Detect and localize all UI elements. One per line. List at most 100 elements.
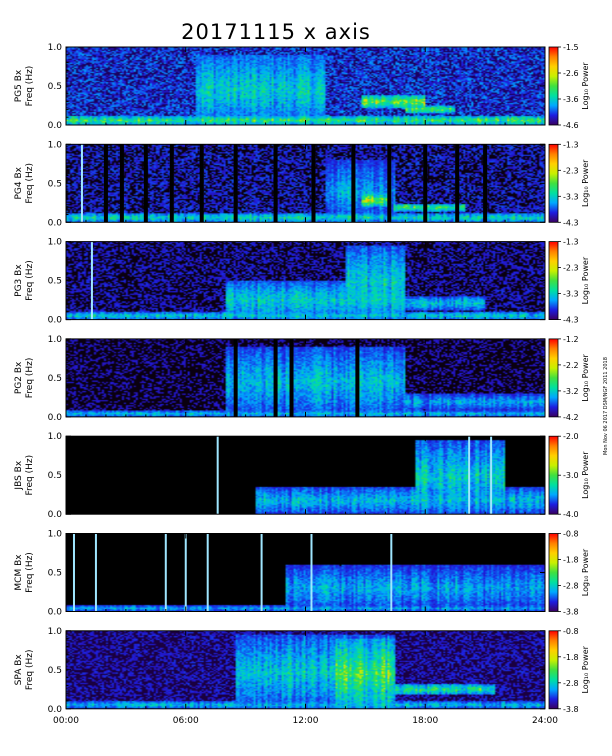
y-tick-label: 0.0 <box>48 510 63 520</box>
colorbar-tick-label: -1.2 <box>563 335 579 344</box>
data-gap <box>233 144 238 223</box>
y-tick-label: 0.0 <box>48 316 63 326</box>
chart-title: 20171115 x axis <box>181 20 371 44</box>
y-tick-label: 1.0 <box>48 627 63 637</box>
y-tick-label: 0.5 <box>48 666 62 676</box>
spike-line <box>94 533 97 612</box>
colorbar <box>548 46 559 126</box>
y-tick-label: 1.0 <box>48 335 63 345</box>
colorbar <box>548 241 559 321</box>
panel-mcm-bx: 0.0 0.5 1.0 MCM Bx Freq (Hz) -0.8 -1.8 -2.8 -3.8… <box>14 530 590 618</box>
colorbar-tick-label: -1.8 <box>563 556 579 565</box>
panel-spa-bx: 0.0 0.5 1.0 SPA Bx Freq (Hz) -0.8 -1.8 -2.8 -3.8… <box>14 627 590 715</box>
colorbar-label: Log₁₀ Power <box>581 451 590 499</box>
colorbar-tick-label: -2.3 <box>563 166 579 175</box>
spectrogram-image <box>66 144 545 223</box>
y-tick-label: 0.5 <box>48 569 62 579</box>
data-gap <box>483 144 488 223</box>
x-tick-label: 18:00 <box>412 716 438 726</box>
colorbar-label: Log₁₀ Power <box>581 62 590 110</box>
colorbar-tick-label: -2.3 <box>563 264 579 273</box>
panel-pg2-bx: 0.0 0.5 1.0 PG2 Bx Freq (Hz) -1.2 -2.2 -3.2 -4.2… <box>14 335 590 423</box>
x-tick-label: 06:00 <box>173 716 199 726</box>
y-axis-label-freq: Freq (Hz) <box>25 455 35 496</box>
colorbar-tick-label: -4.3 <box>563 218 579 227</box>
y-axis-label-station: PG4 Bx <box>14 166 24 199</box>
panel-pg4-bx: 0.0 0.5 1.0 PG4 Bx Freq (Hz) -1.3 -2.3 -3.3 -4.3… <box>14 140 590 228</box>
y-tick-label: 1.0 <box>48 530 63 540</box>
colorbar-tick-label: -4.6 <box>563 121 579 130</box>
data-gap <box>169 144 174 223</box>
colorbar-tick-label: -3.6 <box>563 95 579 104</box>
colorbar <box>548 338 559 418</box>
spectrogram-image <box>66 436 545 515</box>
y-axis-label-freq: Freq (Hz) <box>25 552 35 593</box>
x-tick-label: 00:00 <box>53 716 79 726</box>
data-gap <box>455 144 460 223</box>
colorbar-tick-label: -2.0 <box>563 432 579 441</box>
colorbar-tick-label: -3.8 <box>563 705 579 714</box>
spike-line <box>90 241 93 320</box>
y-axis-label-freq: Freq (Hz) <box>25 163 35 204</box>
y-tick-label: 0.5 <box>48 277 62 287</box>
y-axis-label-station: SPA Bx <box>14 654 24 686</box>
data-gap <box>199 144 204 223</box>
y-axis-label-station: PG3 Bx <box>14 264 24 297</box>
colorbar <box>548 435 559 515</box>
colorbar-tick-label: -4.2 <box>563 413 579 422</box>
spike-line <box>184 533 187 612</box>
y-axis-label-freq: Freq (Hz) <box>25 260 35 301</box>
colorbar-tick-label: -3.3 <box>563 290 579 299</box>
spike-line <box>390 533 393 612</box>
y-tick-label: 1.0 <box>48 238 63 248</box>
x-tick-label: 24:00 <box>532 716 558 726</box>
colorbar-label: Log₁₀ Power <box>581 256 590 304</box>
y-axis-label-station: JBS Bx <box>14 460 24 490</box>
colorbar-tick-label: -3.0 <box>563 471 579 480</box>
y-axis-label-freq: Freq (Hz) <box>25 358 35 399</box>
data-gap <box>355 338 360 417</box>
spike-line <box>216 436 219 515</box>
colorbar <box>548 143 559 223</box>
y-tick-label: 0.0 <box>48 413 63 423</box>
data-gap <box>351 144 356 223</box>
colorbar-tick-label: -2.8 <box>563 582 579 591</box>
data-gap <box>143 144 148 223</box>
y-tick-label: 0.0 <box>48 121 63 131</box>
y-tick-label: 0.5 <box>48 82 62 92</box>
spike-line <box>164 533 167 612</box>
panel-pg3-bx: 0.0 0.5 1.0 PG3 Bx Freq (Hz) -1.3 -2.3 -3.3 -4.3… <box>14 238 590 326</box>
spike-line <box>260 533 263 612</box>
data-gap <box>103 144 108 223</box>
spectrogram-image <box>66 338 545 417</box>
colorbar-tick-label: -0.8 <box>563 627 579 636</box>
side-annotation: Mon Nov 06 2017 DSM/NGF 2011 2018 <box>603 357 609 455</box>
y-tick-label: 0.5 <box>48 471 62 481</box>
colorbar-label: Log₁₀ Power <box>581 159 590 207</box>
data-gap <box>311 144 316 223</box>
panel-jbs-bx: 0.0 0.5 1.0 JBS Bx Freq (Hz) -2.0 -3.0 -4.0 Log₁… <box>14 432 590 520</box>
colorbar-tick-label: -2.6 <box>563 69 579 78</box>
colorbar-tick-label: -4.3 <box>563 316 579 325</box>
y-tick-label: 1.0 <box>48 432 63 442</box>
data-gap <box>387 144 392 223</box>
spectrogram-image <box>66 630 545 709</box>
y-axis-label-station: MCM Bx <box>14 554 24 591</box>
y-tick-label: 0.0 <box>48 705 63 715</box>
spike-line <box>490 436 493 515</box>
colorbar-tick-label: -1.3 <box>563 238 579 247</box>
colorbar-tick-label: -3.8 <box>563 608 579 617</box>
data-gap <box>273 144 278 223</box>
colorbar <box>548 630 559 710</box>
spike-line <box>72 533 75 612</box>
data-gap <box>423 144 428 223</box>
colorbar-tick-label: -1.8 <box>563 653 579 662</box>
spectrogram-image <box>66 533 545 612</box>
y-axis-label-station: PG2 Bx <box>14 361 24 394</box>
colorbar-tick-label: -1.5 <box>563 43 579 52</box>
colorbar-tick-label: -1.3 <box>563 140 579 149</box>
data-gap <box>289 338 294 417</box>
colorbar-tick-label: -0.8 <box>563 530 579 539</box>
